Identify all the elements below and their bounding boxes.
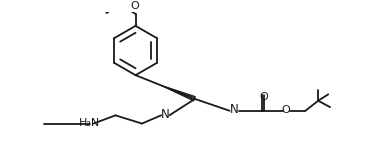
Text: O: O xyxy=(259,92,268,102)
Text: N: N xyxy=(230,103,239,116)
Text: N: N xyxy=(161,108,170,121)
Text: O: O xyxy=(282,105,291,115)
Text: O: O xyxy=(130,1,139,11)
Text: H₂N: H₂N xyxy=(79,118,100,128)
